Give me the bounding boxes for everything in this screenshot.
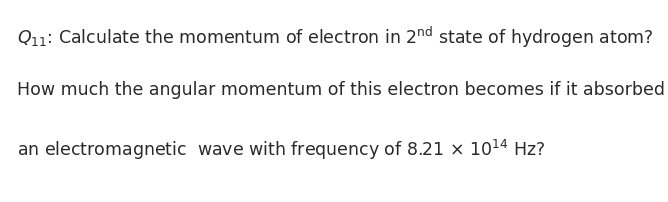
- Text: an electromagnetic  wave with frequency of 8.21 $\times$ 10$^{14}$ Hz?: an electromagnetic wave with frequency o…: [17, 137, 545, 161]
- Text: $Q_{11}$: Calculate the momentum of electron in $2^{\mathrm{nd}}$ state of hydro: $Q_{11}$: Calculate the momentum of elec…: [17, 24, 653, 49]
- Text: How much the angular momentum of this electron becomes if it absorbed: How much the angular momentum of this el…: [17, 81, 665, 99]
